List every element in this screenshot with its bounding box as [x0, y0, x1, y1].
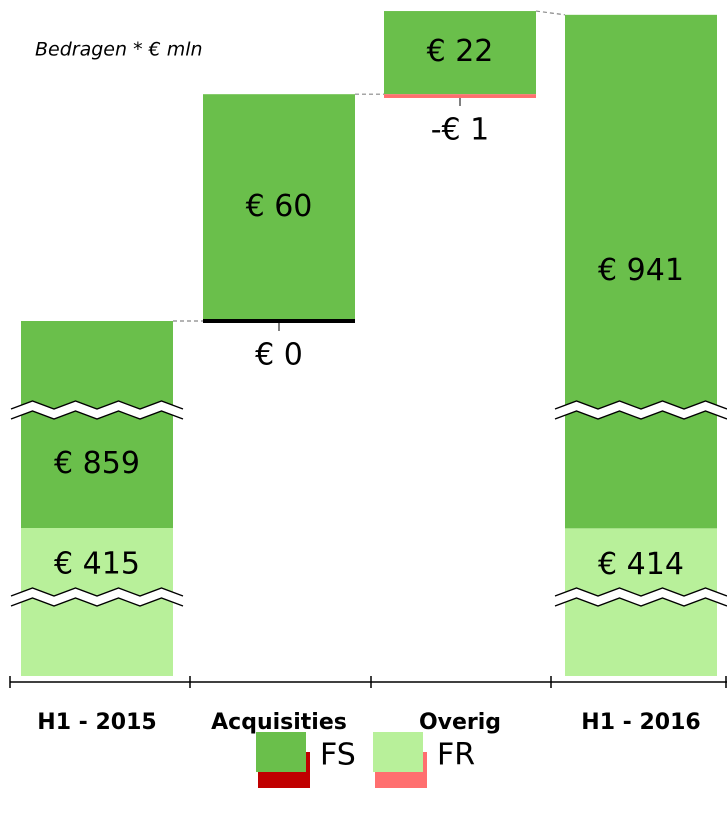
axis-break	[11, 588, 183, 606]
value-label: € 414	[598, 547, 684, 582]
axis-break	[555, 588, 727, 606]
value-label: € 22	[427, 34, 494, 69]
legend-swatch	[373, 732, 423, 772]
axis-break	[554, 400, 727, 410]
bar-fr	[203, 319, 355, 323]
connector	[535, 10, 566, 16]
category-label: Acquisities	[211, 710, 347, 735]
category-label: H1 - 2016	[581, 710, 700, 735]
legend-swatch	[256, 732, 306, 772]
bar-fs	[203, 94, 355, 321]
legend-label: FS	[320, 738, 356, 773]
value-label: € 859	[54, 446, 140, 481]
axis-break	[10, 597, 184, 607]
value-label: € 0	[255, 338, 303, 373]
axis-break	[554, 587, 727, 597]
category-label: H1 - 2015	[37, 710, 156, 735]
axis-break	[10, 587, 184, 597]
value-label: -€ 1	[431, 112, 490, 147]
axis-break	[10, 410, 184, 420]
value-label: € 60	[246, 189, 313, 224]
bar-fr	[384, 94, 536, 98]
value-label: € 415	[54, 547, 140, 582]
bar-fs	[21, 321, 173, 528]
annotation: Bedragen * € mln	[35, 39, 203, 61]
bar-fs	[384, 11, 536, 95]
value-label: € 941	[598, 253, 684, 288]
axis-break	[554, 410, 727, 420]
category-label: Overig	[419, 710, 501, 735]
legend-label: FR	[437, 738, 475, 773]
axis-break	[10, 400, 184, 410]
bar-fs	[565, 14, 717, 529]
axis-break	[554, 597, 727, 607]
axis-break	[11, 401, 183, 419]
axis-break	[555, 401, 727, 419]
